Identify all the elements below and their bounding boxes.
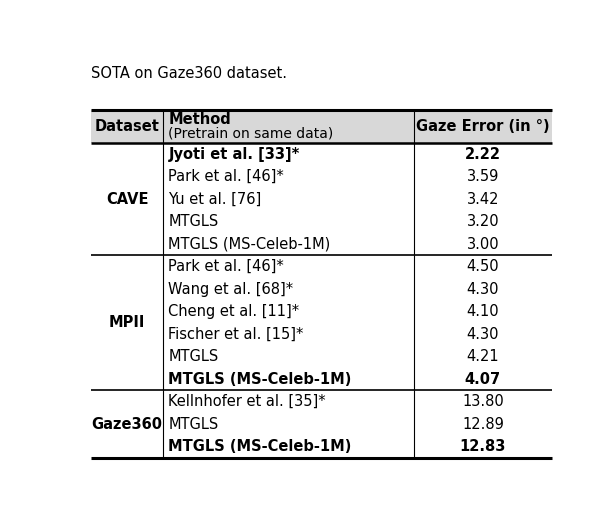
Text: 2.22: 2.22 [465, 147, 501, 161]
Bar [91, 110, 552, 143]
Text: MTGLS (MS-Celeb-1M): MTGLS (MS-Celeb-1M) [168, 237, 331, 252]
Text: MPII: MPII [109, 316, 145, 330]
Text: Jyoti et al. [33]*: Jyoti et al. [33]* [168, 147, 300, 161]
Text: 4.30: 4.30 [467, 327, 499, 342]
Text: SOTA on Gaze360 dataset.: SOTA on Gaze360 dataset. [91, 66, 287, 82]
Text: 3.20: 3.20 [466, 214, 499, 229]
Text: 12.83: 12.83 [460, 439, 506, 454]
Text: MTGLS: MTGLS [168, 349, 219, 364]
Text: Fischer et al. [15]*: Fischer et al. [15]* [168, 327, 304, 342]
Text: 12.89: 12.89 [462, 417, 504, 432]
Text: CAVE: CAVE [106, 191, 148, 207]
Text: Park et al. [46]*: Park et al. [46]* [168, 169, 284, 184]
Text: Yu et al. [76]: Yu et al. [76] [168, 191, 262, 207]
Text: Cheng et al. [11]*: Cheng et al. [11]* [168, 304, 299, 319]
Text: Gaze360: Gaze360 [92, 417, 163, 432]
Text: Method: Method [168, 112, 231, 127]
Text: Kellnhofer et al. [35]*: Kellnhofer et al. [35]* [168, 394, 326, 409]
Text: 4.50: 4.50 [466, 259, 499, 274]
Text: 4.10: 4.10 [466, 304, 499, 319]
Text: MTGLS (MS-Celeb-1M): MTGLS (MS-Celeb-1M) [168, 372, 352, 387]
Text: Wang et al. [68]*: Wang et al. [68]* [168, 282, 294, 297]
Text: MTGLS: MTGLS [168, 214, 219, 229]
Text: 4.07: 4.07 [465, 372, 501, 387]
Text: Gaze Error (in °): Gaze Error (in °) [416, 119, 549, 134]
Text: 3.59: 3.59 [467, 169, 499, 184]
Text: 4.30: 4.30 [467, 282, 499, 297]
Text: 3.42: 3.42 [467, 191, 499, 207]
Text: MTGLS: MTGLS [168, 417, 219, 432]
Text: 13.80: 13.80 [462, 394, 504, 409]
Text: 3.00: 3.00 [466, 237, 499, 252]
Text: MTGLS (MS-Celeb-1M): MTGLS (MS-Celeb-1M) [168, 439, 352, 454]
Text: (Pretrain on same data): (Pretrain on same data) [168, 127, 334, 140]
Text: 4.21: 4.21 [466, 349, 499, 364]
Text: Park et al. [46]*: Park et al. [46]* [168, 259, 284, 274]
Text: Dataset: Dataset [95, 119, 160, 134]
